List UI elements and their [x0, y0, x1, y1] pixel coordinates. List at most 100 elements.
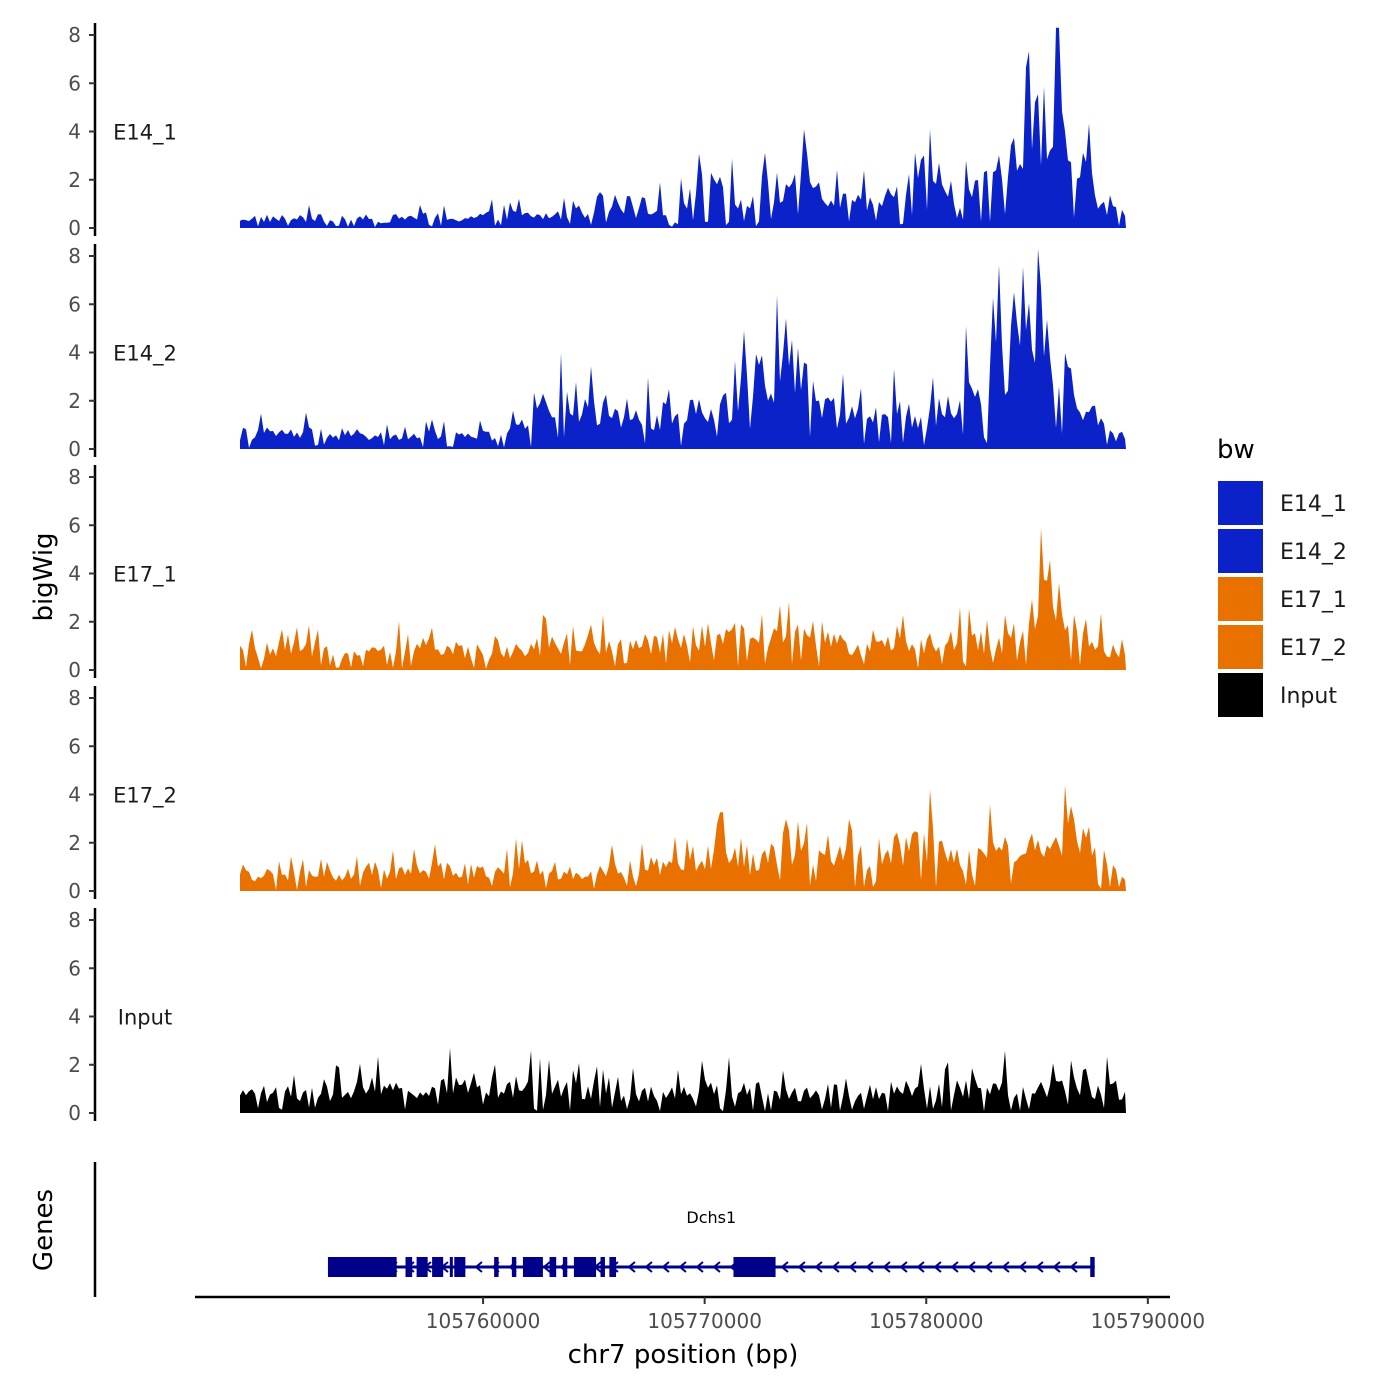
- y-tick-label: 0: [68, 658, 81, 682]
- coverage-panels: 0 2 4 6 8 E14_1 0 2 4 6 8 E14_2 0 2 4 6 8 E17_1 0 2 4 6 8 E17_2…: [68, 22, 1126, 1125]
- strand-arrow: [814, 1261, 823, 1273]
- strand-arrow: [865, 1261, 874, 1273]
- coverage-area-input: [240, 1048, 1126, 1113]
- track-label: E17_2: [113, 784, 177, 809]
- exon: [494, 1257, 499, 1277]
- strand-arrow: [967, 1261, 976, 1273]
- legend-swatch: [1218, 673, 1263, 717]
- legend-swatch: [1218, 529, 1263, 573]
- genes-panel: Dchs1: [93, 1162, 1095, 1297]
- strand-arrow: [1052, 1261, 1061, 1273]
- x-tick-label: 105770000: [647, 1309, 762, 1333]
- strand-arrow: [1001, 1261, 1010, 1273]
- exon: [454, 1257, 466, 1277]
- strand-arrow: [933, 1261, 942, 1273]
- exon: [549, 1257, 557, 1277]
- coverage-area-e17_1: [240, 527, 1126, 670]
- y-tick-label: 2: [68, 831, 81, 855]
- track-e14_1: 0 2 4 6 8 E14_1: [68, 22, 1126, 240]
- legend-item-e17_1: E17_1: [1218, 577, 1347, 621]
- y-tick-label: 4: [68, 562, 81, 586]
- strand-arrow: [644, 1261, 653, 1273]
- legend: bw E14_1 E14_2 E17_1 E17_2 Input: [1217, 435, 1347, 717]
- y-tick-label: 6: [68, 734, 81, 758]
- y-tick-label: 0: [68, 437, 81, 461]
- exon: [432, 1257, 444, 1277]
- strand-arrow: [848, 1261, 857, 1273]
- strand-arrow: [916, 1261, 925, 1273]
- y-tick-label: 6: [68, 71, 81, 95]
- exon: [573, 1257, 597, 1277]
- coverage-area-e17_2: [240, 785, 1126, 891]
- track-label: E17_1: [113, 563, 177, 588]
- track-label: E14_2: [113, 342, 177, 367]
- legend-label: E17_2: [1280, 636, 1347, 661]
- genes-axis-title: Genes: [29, 1189, 59, 1271]
- y-tick-label: 8: [68, 908, 81, 932]
- track-input: 0 2 4 6 8 Input: [68, 907, 1126, 1125]
- y-tick-label: 2: [68, 610, 81, 634]
- track-e17_1: 0 2 4 6 8 E17_1: [68, 464, 1126, 682]
- y-tick-label: 2: [68, 1053, 81, 1077]
- exon: [522, 1257, 543, 1277]
- strand-arrow: [627, 1261, 636, 1273]
- y-tick-label: 2: [68, 389, 81, 413]
- exon: [416, 1257, 428, 1277]
- y-tick-label: 4: [68, 783, 81, 807]
- exon: [609, 1257, 617, 1277]
- y-tick-label: 6: [68, 956, 81, 980]
- x-tick-label: 105780000: [869, 1309, 984, 1333]
- exon: [511, 1257, 517, 1277]
- strand-arrow: [1018, 1261, 1027, 1273]
- strand-arrow: [661, 1261, 670, 1273]
- y-tick-label: 2: [68, 168, 81, 192]
- y-tick-label: 4: [68, 341, 81, 365]
- legend-label: E14_1: [1280, 492, 1347, 517]
- track-label: Input: [118, 1006, 172, 1030]
- strand-arrow: [1069, 1261, 1078, 1273]
- strand-arrow: [695, 1261, 704, 1273]
- legend-title: bw: [1217, 435, 1255, 465]
- strand-arrow: [950, 1261, 959, 1273]
- y-tick-label: 4: [68, 1005, 81, 1029]
- strand-arrow: [831, 1261, 840, 1273]
- track-e14_2: 0 2 4 6 8 E14_2: [68, 243, 1126, 461]
- exon: [327, 1257, 397, 1277]
- legend-label: Input: [1280, 684, 1337, 709]
- y-tick-label: 4: [68, 120, 81, 144]
- coverage-area-e14_2: [240, 248, 1126, 449]
- strand-arrow: [678, 1261, 687, 1273]
- strand-arrow: [1035, 1261, 1044, 1273]
- legend-label: E17_1: [1280, 588, 1347, 613]
- legend-swatch: [1218, 625, 1263, 669]
- exon: [562, 1257, 568, 1277]
- y-tick-label: 8: [68, 244, 81, 268]
- y-tick-label: 0: [68, 879, 81, 903]
- y-tick-label: 8: [68, 465, 81, 489]
- exon: [733, 1257, 776, 1277]
- exon: [405, 1257, 413, 1277]
- legend-item-e17_2: E17_2: [1218, 625, 1347, 669]
- x-tick-label: 105760000: [426, 1309, 541, 1333]
- legend-item-e14_2: E14_2: [1218, 529, 1347, 573]
- x-axis-title: chr7 position (bp): [568, 1340, 799, 1370]
- y-tick-label: 8: [68, 23, 81, 47]
- coverage-area-e14_1: [240, 27, 1126, 228]
- legend-item-input: Input: [1218, 673, 1337, 717]
- legend-swatch: [1218, 481, 1263, 525]
- y-axis-title: bigWig: [29, 532, 59, 621]
- y-tick-label: 6: [68, 513, 81, 537]
- y-tick-label: 6: [68, 292, 81, 316]
- strand-arrow: [797, 1261, 806, 1273]
- exon: [600, 1257, 605, 1277]
- y-tick-label: 8: [68, 686, 81, 710]
- strand-arrow: [984, 1261, 993, 1273]
- strand-arrow: [712, 1261, 721, 1273]
- legend-item-e14_1: E14_1: [1218, 481, 1347, 525]
- track-label: E14_1: [113, 121, 177, 146]
- x-tick-label: 105790000: [1091, 1309, 1206, 1333]
- legend-swatch: [1218, 577, 1263, 621]
- y-tick-label: 0: [68, 1101, 81, 1125]
- strand-arrow: [899, 1261, 908, 1273]
